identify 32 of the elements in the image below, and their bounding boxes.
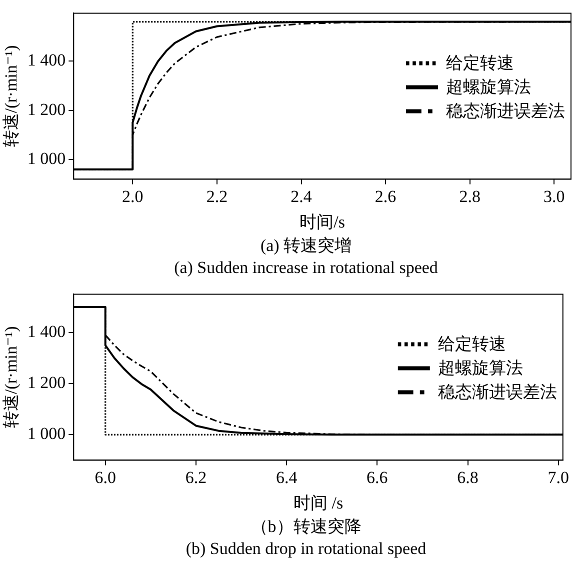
y-tick-label: 1 400 bbox=[27, 322, 66, 341]
legend-label: 给定转速 bbox=[438, 334, 506, 354]
x-tick-label: 6.8 bbox=[457, 468, 478, 487]
legend-label: 超螺旋算法 bbox=[438, 358, 523, 378]
x-tick-label: 6.0 bbox=[94, 468, 116, 487]
x-tick-label: 6.6 bbox=[366, 468, 388, 487]
y-axis-title: 转速/(r·min⁻¹) bbox=[2, 45, 21, 148]
text: （b）转速突降 bbox=[250, 516, 362, 538]
x-tick-label: 6.2 bbox=[185, 468, 207, 487]
legend-label: 稳态渐进误差法 bbox=[446, 102, 565, 121]
y-tick-label: 1 200 bbox=[27, 100, 66, 119]
y-tick-label: 1 400 bbox=[27, 50, 66, 70]
x-tick-label: 2.2 bbox=[206, 186, 228, 206]
legend-label: 给定转速 bbox=[446, 54, 514, 73]
text: (a) 转速突增 bbox=[259, 235, 353, 257]
x-tick-label: 3.0 bbox=[544, 186, 565, 206]
y-tick-label: 1 000 bbox=[27, 148, 66, 168]
text: (a) Sudden increase in rotational speed bbox=[173, 257, 439, 279]
y-tick-label: 1 000 bbox=[27, 424, 66, 444]
x-axis-title: 时间/s bbox=[300, 212, 345, 232]
x-tick-label: 6.4 bbox=[276, 468, 298, 487]
x-tick-label: 2.8 bbox=[459, 186, 480, 206]
x-tick-label: 2.6 bbox=[374, 186, 396, 206]
x-tick-label: 2.4 bbox=[290, 186, 312, 206]
x-tick-label: 7.0 bbox=[548, 468, 569, 487]
text: (b) Sudden drop in rotational speed bbox=[184, 538, 428, 560]
legend-label: 稳态渐进误差法 bbox=[438, 382, 557, 402]
legend-label: 超螺旋算法 bbox=[446, 78, 531, 97]
y-tick-label: 1 200 bbox=[27, 373, 66, 392]
x-tick-label: 2.0 bbox=[122, 186, 144, 206]
x-axis-title: 时间 /s bbox=[293, 493, 344, 512]
y-axis-title: 转速/(r·min⁻¹) bbox=[2, 326, 21, 428]
